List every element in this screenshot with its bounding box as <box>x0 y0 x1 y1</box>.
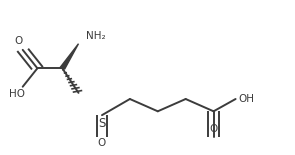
Text: O: O <box>98 138 106 148</box>
Polygon shape <box>60 44 78 69</box>
Text: OH: OH <box>239 94 255 104</box>
Text: O: O <box>14 36 22 46</box>
Text: S: S <box>98 117 106 130</box>
Text: HO: HO <box>9 89 25 99</box>
Text: NH₂: NH₂ <box>86 31 106 41</box>
Text: O: O <box>209 124 218 134</box>
